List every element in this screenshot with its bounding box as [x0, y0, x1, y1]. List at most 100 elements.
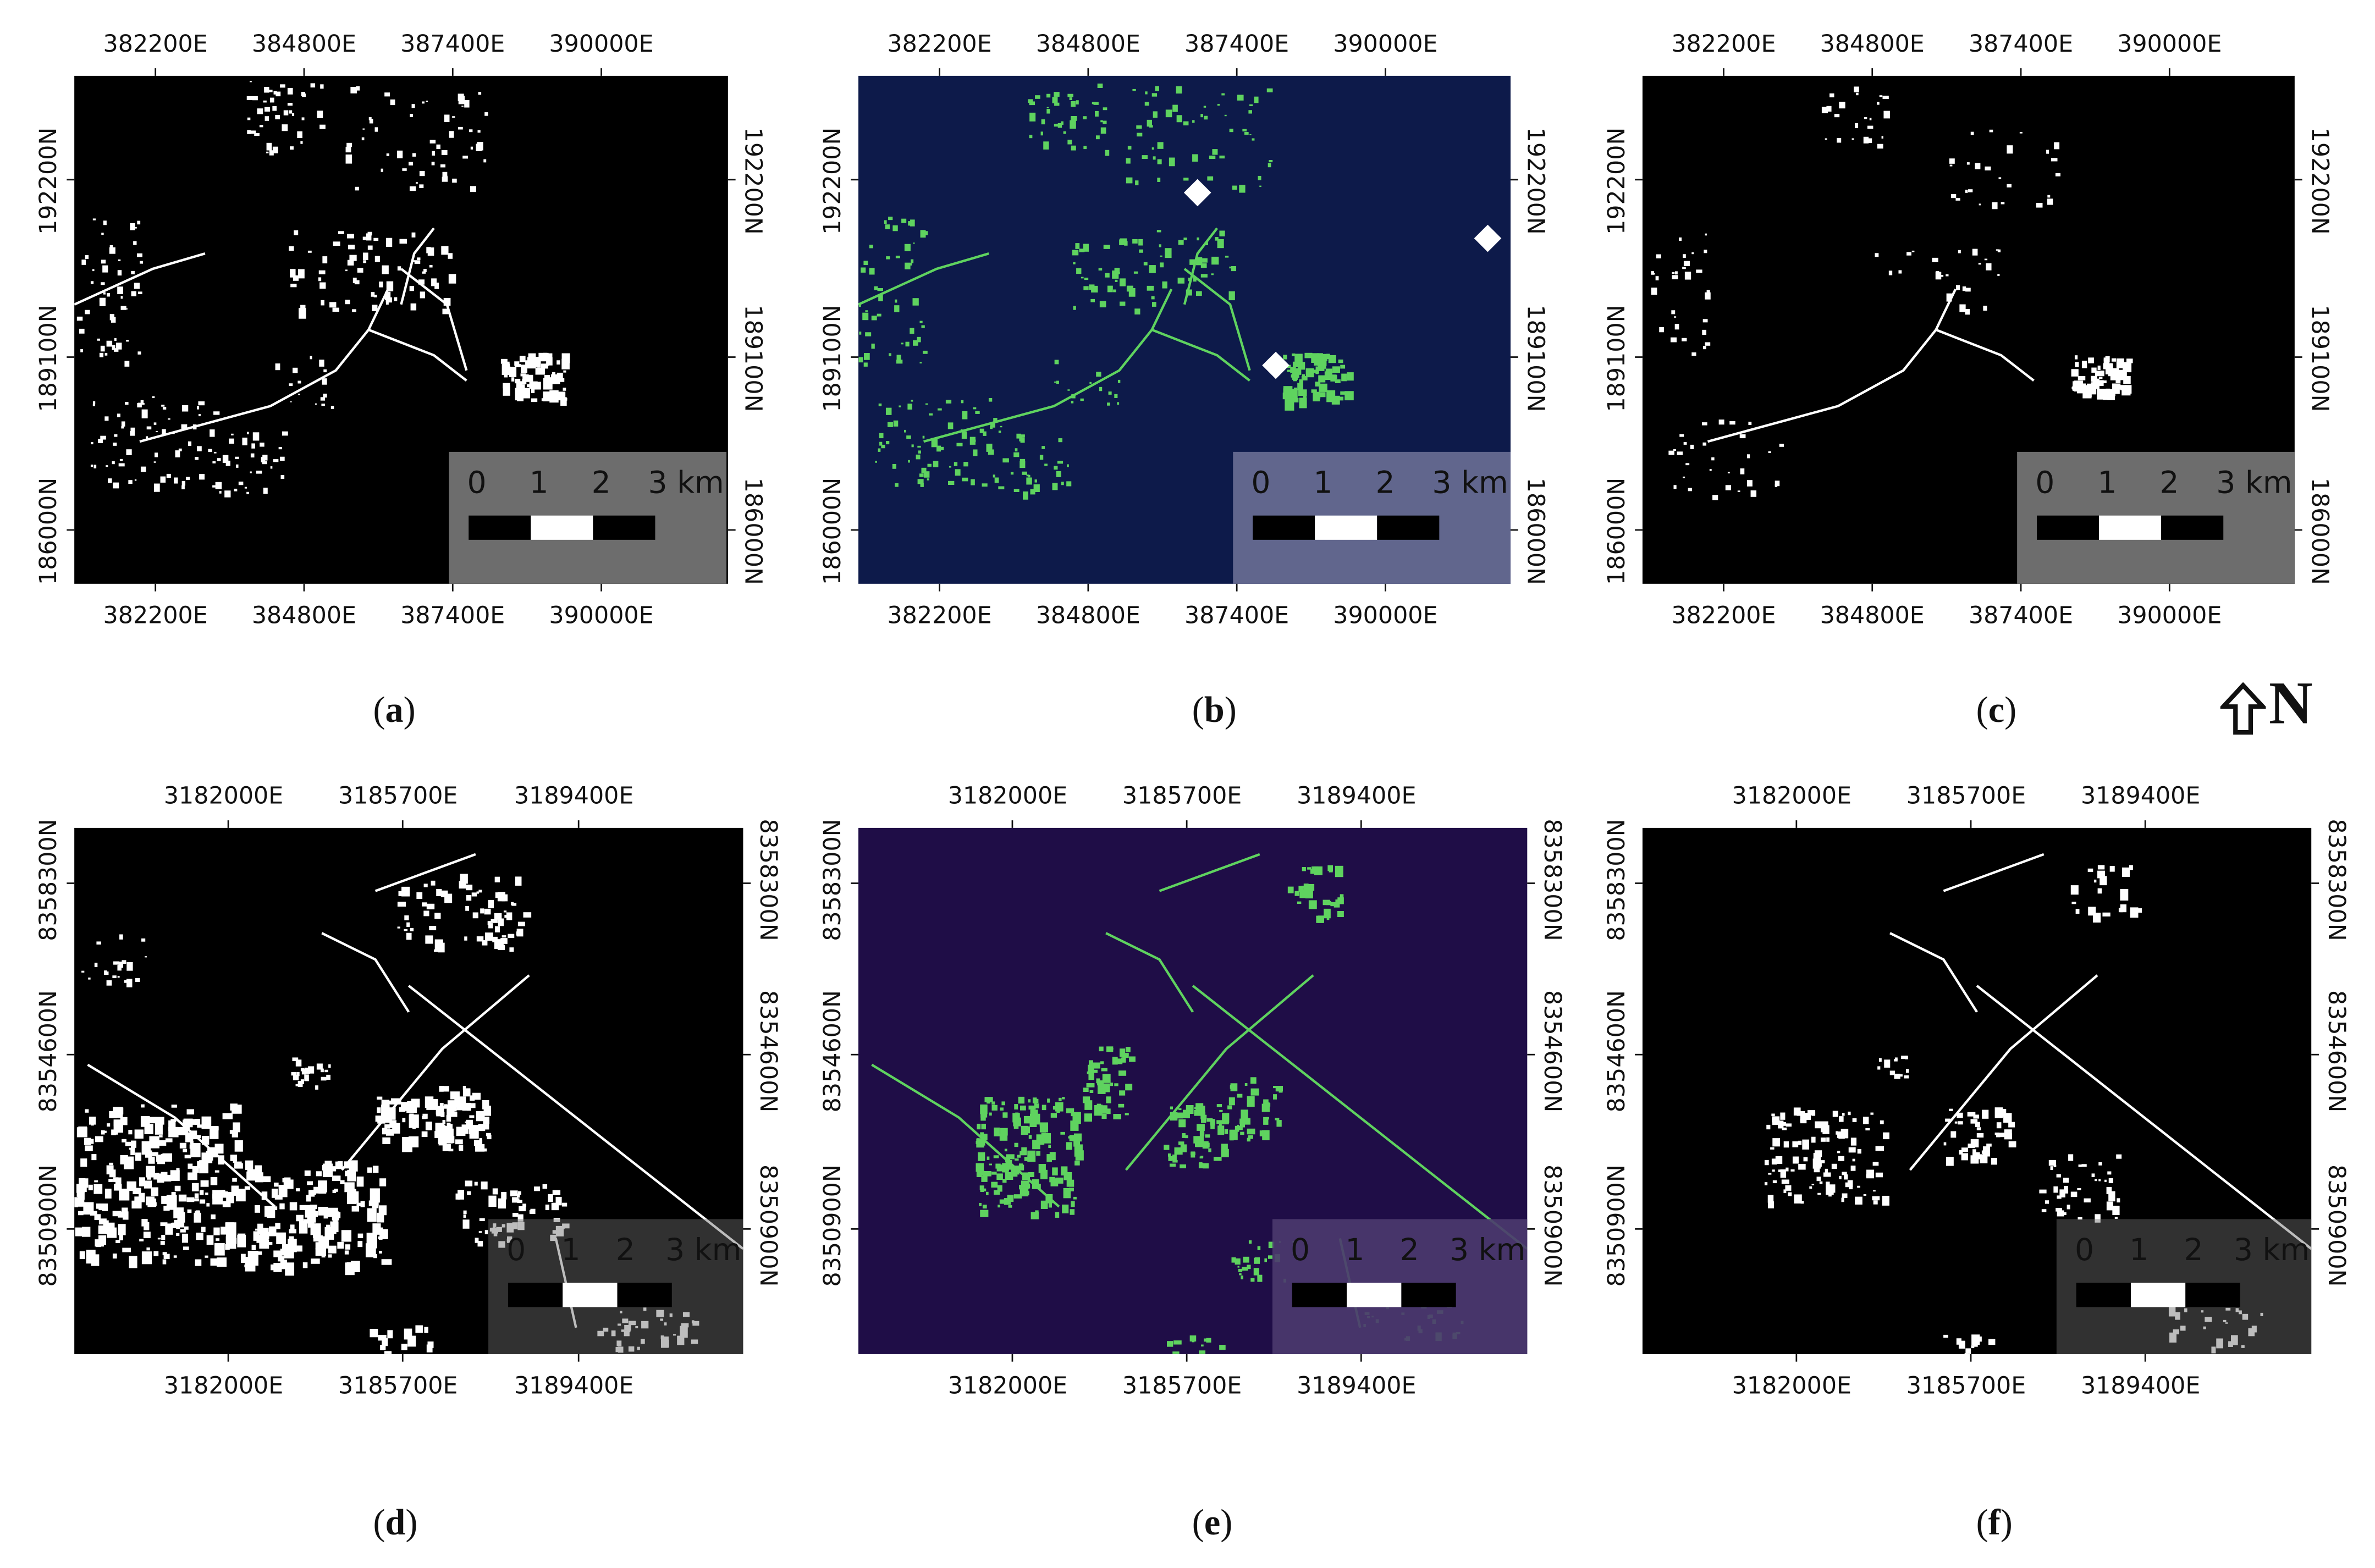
y-tick-label-right: 8358300N — [754, 819, 782, 941]
y-tick-label-left: 8358300N — [819, 819, 846, 941]
y-tick-mark — [2311, 1228, 2319, 1230]
x-tick-mark — [1186, 820, 1188, 828]
x-tick-label-bottom: 390000E — [2117, 601, 2222, 630]
x-tick-mark — [1360, 820, 1362, 828]
scale-bar-segment — [593, 515, 655, 540]
x-tick-label-top: 3185700E — [1906, 782, 2026, 810]
x-tick-label-bottom: 384800E — [1035, 601, 1140, 630]
y-tick-mark — [1510, 356, 1518, 358]
land-cover-mask — [871, 853, 1528, 1354]
north-label: N — [2268, 669, 2313, 737]
scale-label: 3 km — [2233, 1231, 2310, 1268]
y-tick-label-left: 192200N — [35, 127, 63, 235]
x-tick-mark — [1360, 1354, 1362, 1362]
x-tick-label-bottom: 3189400E — [1297, 1372, 1417, 1400]
scale-label: 2 — [2159, 463, 2179, 501]
scale-label: 2 — [1375, 463, 1395, 501]
x-tick-label-top: 3189400E — [2080, 782, 2201, 810]
y-tick-label-left: 8354600N — [819, 990, 846, 1113]
y-tick-mark — [2311, 882, 2319, 884]
scale-label: 1 — [529, 463, 549, 501]
x-tick-label-bottom: 3182000E — [163, 1372, 284, 1400]
y-tick-label-left: 8354600N — [1603, 990, 1630, 1113]
raster-map — [74, 75, 728, 584]
x-tick-label-bottom: 3182000E — [947, 1372, 1068, 1400]
scale-label: 3 km — [665, 1231, 742, 1268]
scale-bar-segment — [2161, 515, 2224, 540]
caption-letter: e — [1204, 1504, 1221, 1544]
scale-label: 1 — [1345, 1231, 1365, 1268]
x-tick-mark — [1385, 583, 1386, 592]
x-tick-mark — [155, 583, 157, 592]
x-tick-label-top: 384800E — [251, 30, 357, 58]
y-tick-label-right: 189100N — [739, 305, 767, 412]
y-tick-mark — [1510, 529, 1518, 531]
scale-label: 3 km — [1449, 1231, 1526, 1268]
caption-open-paren: ( — [373, 691, 385, 731]
scale-bar-segment — [563, 1283, 618, 1307]
y-tick-mark — [851, 529, 859, 531]
scale-label: 2 — [2184, 1231, 2203, 1268]
x-tick-mark — [1087, 583, 1089, 592]
scale-bar-segment — [2099, 515, 2162, 540]
scale-bar-segment — [508, 1283, 563, 1307]
scale-bar-segment — [531, 515, 593, 540]
y-tick-label-left: 189100N — [35, 305, 63, 412]
x-tick-label-top: 390000E — [1333, 30, 1438, 58]
x-tick-label-top: 387400E — [1968, 30, 2074, 58]
y-tick-label-left: 8350900N — [819, 1164, 846, 1287]
y-tick-label-right: 8358300N — [2322, 819, 2350, 941]
caption-letter: d — [385, 1504, 406, 1544]
land-cover-mask — [74, 81, 570, 498]
x-tick-label-bottom: 382200E — [1671, 601, 1776, 630]
scale-label: 2 — [615, 1231, 635, 1268]
x-tick-mark — [1385, 68, 1386, 76]
caption-open-paren: ( — [1192, 691, 1204, 731]
scale-bar-segment — [2036, 515, 2100, 540]
y-tick-mark — [1510, 179, 1518, 181]
x-tick-mark — [600, 68, 602, 76]
y-tick-label-right: 8350900N — [1538, 1164, 1566, 1287]
x-tick-label-top: 3185700E — [1122, 782, 1242, 810]
scale-bar-segment — [469, 515, 531, 540]
x-tick-mark — [1871, 583, 1873, 592]
x-tick-mark — [1723, 68, 1724, 76]
x-tick-mark — [1795, 1354, 1798, 1362]
y-tick-label-right: 189100N — [2306, 305, 2334, 412]
y-tick-label-right: 186000N — [2306, 477, 2334, 585]
scale-label: 0 — [1251, 463, 1271, 501]
sample-marker-0 — [1183, 179, 1211, 207]
caption-open-paren: ( — [1976, 691, 1988, 731]
panel-caption: (f) — [1976, 1504, 2013, 1545]
y-tick-mark — [851, 1228, 859, 1230]
x-tick-mark — [1723, 583, 1724, 592]
y-tick-mark — [1527, 1053, 1535, 1056]
scale-label: 3 km — [648, 463, 724, 501]
x-tick-mark — [2144, 1354, 2146, 1362]
y-tick-mark — [743, 1228, 751, 1230]
x-tick-mark — [600, 583, 602, 592]
scale-label: 3 km — [2216, 463, 2293, 501]
x-tick-label-bottom: 3189400E — [2080, 1372, 2201, 1400]
panel-caption: (e) — [1192, 1504, 1233, 1545]
scale-bar-segment — [2130, 1283, 2186, 1307]
y-tick-label-left: 8358300N — [35, 819, 63, 941]
scale-label: 0 — [2074, 1231, 2095, 1268]
y-tick-mark — [851, 179, 859, 181]
y-tick-mark — [728, 529, 736, 531]
x-tick-label-bottom: 384800E — [1820, 601, 1925, 630]
caption-close-paren: ) — [405, 1504, 418, 1544]
caption-open-paren: ( — [1976, 1504, 1988, 1544]
scale-label: 0 — [506, 1231, 526, 1268]
caption-open-paren: ( — [1192, 1504, 1204, 1544]
x-tick-label-top: 3182000E — [163, 782, 284, 810]
y-tick-mark — [67, 529, 75, 531]
x-tick-label-top: 382200E — [1671, 30, 1776, 58]
x-tick-label-top: 384800E — [1035, 30, 1140, 58]
y-tick-mark — [2311, 1053, 2319, 1056]
land-cover-mask — [74, 853, 743, 1354]
y-tick-mark — [1635, 529, 1643, 531]
caption-open-paren: ( — [373, 1504, 385, 1544]
x-tick-label-bottom: 3185700E — [338, 1372, 458, 1400]
